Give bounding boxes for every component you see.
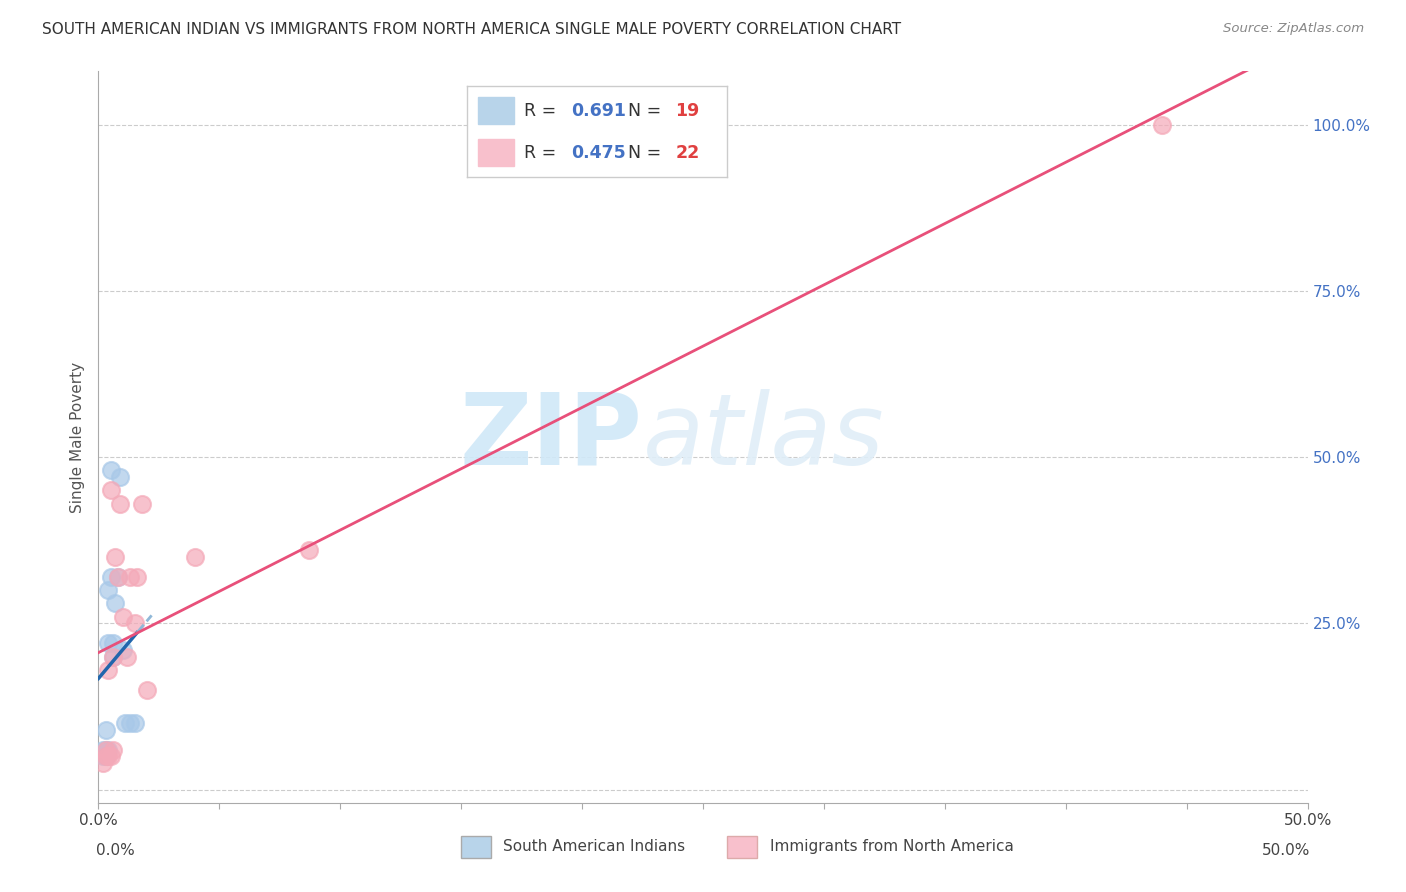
Point (108, 497, 131, 511)
Point (94, 749, 117, 764)
Point (104, 549, 127, 564)
Point (94, 742, 117, 756)
Point (97, 636, 120, 650)
Point (91, 749, 114, 764)
Text: atlas: atlas (643, 389, 884, 485)
Point (97, 663, 120, 677)
Text: ZIP: ZIP (460, 389, 643, 485)
Point (111, 609, 134, 624)
Point (107, 570, 129, 584)
Point (101, 649, 124, 664)
Point (91, 742, 114, 756)
Text: 50.0%: 50.0% (1261, 843, 1310, 858)
Point (127, 570, 149, 584)
Point (131, 497, 153, 511)
Text: South American Indians: South American Indians (503, 839, 686, 855)
Point (117, 649, 139, 664)
Point (97, 582, 120, 597)
Text: SOUTH AMERICAN INDIAN VS IMMIGRANTS FROM NORTH AMERICA SINGLE MALE POVERTY CORRE: SOUTH AMERICAN INDIAN VS IMMIGRANTS FROM… (42, 22, 901, 37)
Text: 0.0%: 0.0% (96, 843, 135, 858)
Point (118, 716, 141, 731)
Point (114, 716, 136, 731)
Text: Source: ZipAtlas.com: Source: ZipAtlas.com (1223, 22, 1364, 36)
Point (94, 749, 117, 764)
Point (111, 643, 134, 657)
Point (107, 570, 129, 584)
Point (184, 549, 207, 564)
Point (101, 742, 124, 756)
Point (100, 483, 122, 498)
Point (124, 616, 146, 631)
Y-axis label: Single Male Poverty: Single Male Poverty (70, 361, 86, 513)
Point (91, 756, 114, 770)
Point (108, 470, 131, 484)
Point (101, 636, 124, 650)
Point (124, 716, 146, 731)
Point (298, 543, 321, 558)
Bar (461, 836, 492, 858)
Point (104, 596, 127, 610)
Text: Immigrants from North America: Immigrants from North America (769, 839, 1014, 855)
Point (135, 682, 157, 697)
Point (100, 570, 122, 584)
Point (101, 649, 124, 664)
Bar (727, 836, 758, 858)
Point (94, 723, 117, 737)
Point (118, 570, 141, 584)
Point (97, 749, 120, 764)
Point (100, 749, 122, 764)
Point (100, 463, 122, 477)
Point (97, 742, 120, 756)
Point (94, 742, 117, 756)
Point (1152, 118, 1174, 132)
